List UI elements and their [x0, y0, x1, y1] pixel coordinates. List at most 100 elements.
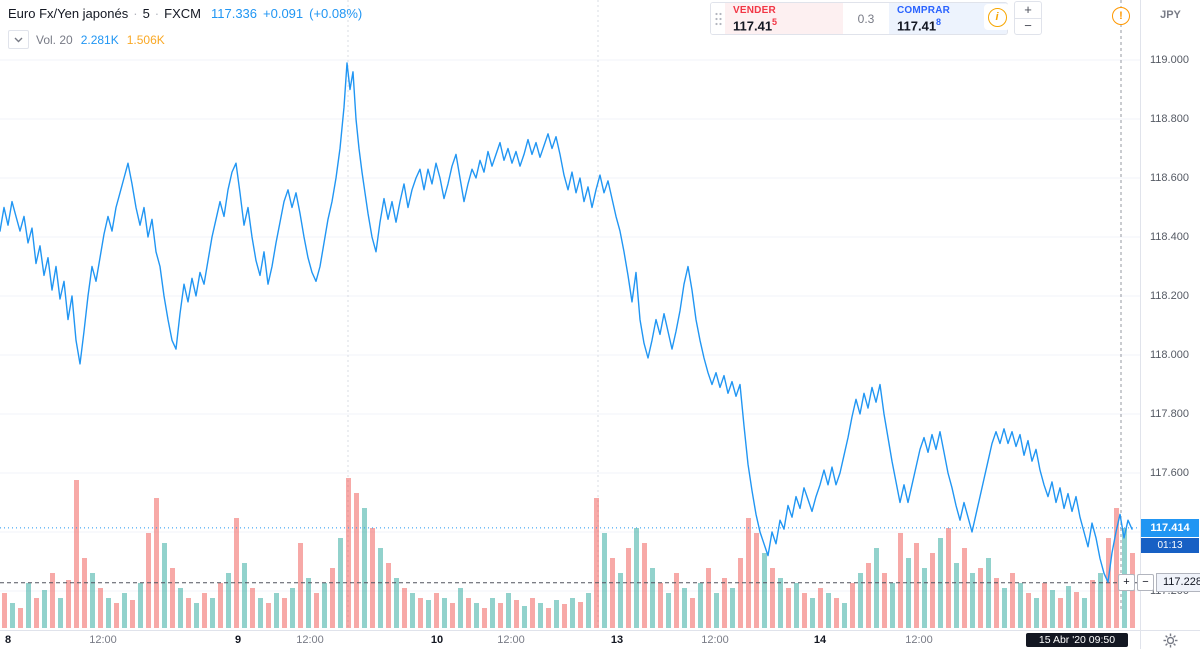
volume-bar [202, 593, 207, 628]
price-scale-label: 118.400 [1150, 231, 1189, 243]
volume-bar [346, 478, 351, 628]
price-change-percent: (+0.08%) [309, 6, 363, 21]
separator-dot: · [154, 6, 160, 21]
volume-bar [746, 518, 751, 628]
volume-bar [674, 573, 679, 628]
volume-bar [658, 583, 663, 628]
volume-bar [98, 588, 103, 628]
volume-bar [466, 598, 471, 628]
volume-bar [538, 603, 543, 628]
volume-bar [2, 593, 7, 628]
volume-bar [954, 563, 959, 628]
volume-bar [1074, 592, 1079, 628]
price-line-series [0, 62, 1133, 583]
increase-button[interactable]: + [1024, 1, 1032, 17]
time-axis[interactable]: 8 12:00 9 12:00 10 12:00 13 12:00 14 12:00 15 Abr… [0, 630, 1140, 649]
warning-icon[interactable]: ! [1112, 7, 1130, 25]
price-scale-label: 117.600 [1150, 467, 1189, 479]
volume-bar [410, 593, 415, 628]
volume-bar [306, 578, 311, 628]
interval-label[interactable]: 5 [142, 6, 150, 21]
volume-bar [506, 593, 511, 628]
price-chart-canvas[interactable] [0, 0, 1140, 630]
price-change-value: +0.091 [263, 6, 304, 21]
volume-bar [354, 493, 359, 628]
volume-bar [738, 558, 743, 628]
time-axis-label: 12:00 [89, 634, 117, 646]
symbol-title[interactable]: Euro Fx/Yen japonés [8, 6, 129, 21]
volume-bar [1026, 593, 1031, 628]
volume-bar [1002, 588, 1007, 628]
add-alert-button[interactable]: + [1118, 573, 1135, 591]
info-icon: i [987, 7, 1007, 27]
volume-bar [610, 558, 615, 628]
volume-bar [338, 538, 343, 628]
volume-bar [362, 508, 367, 628]
drag-handle[interactable] [711, 3, 725, 34]
spread-value: 0.3 [843, 3, 889, 34]
drag-dots-icon [714, 12, 722, 25]
sell-price: 117.415 [733, 16, 778, 34]
volume-bar [66, 580, 71, 628]
volume-bar [618, 573, 623, 628]
volume-bar [34, 598, 39, 628]
volume-bar [74, 480, 79, 628]
legend-collapse-button[interactable] [8, 30, 29, 49]
volume-bar [522, 606, 527, 628]
sell-button[interactable]: VENDER 117.415 [725, 3, 843, 34]
volume-value: 2.281K [80, 32, 119, 47]
price-scale-label: 118.200 [1150, 290, 1189, 302]
volume-bar [50, 573, 55, 628]
volume-bar [106, 598, 111, 628]
time-axis-label: 14 [813, 634, 827, 646]
volume-bar [594, 498, 599, 628]
volume-bar [842, 603, 847, 628]
volume-bar [138, 583, 143, 628]
volume-bar [26, 583, 31, 628]
volume-bar [690, 598, 695, 628]
volume-bar [1010, 573, 1015, 628]
volume-bar [514, 600, 519, 628]
price-scale-label: 117.800 [1150, 408, 1189, 420]
volume-indicator-label[interactable]: Vol. 20 [36, 32, 73, 47]
volume-bar [394, 578, 399, 628]
decrease-button[interactable]: − [1024, 18, 1032, 34]
volume-bar [330, 568, 335, 628]
volume-bar [682, 588, 687, 628]
volume-bar [834, 598, 839, 628]
time-axis-label: 12:00 [701, 634, 729, 646]
volume-bar [1042, 583, 1047, 628]
volume-bar [442, 598, 447, 628]
volume-bar [194, 603, 199, 628]
time-axis-label: 12:00 [497, 634, 525, 646]
time-axis-label: 13 [610, 634, 624, 646]
volume-bar [298, 543, 303, 628]
remove-alert-button[interactable]: − [1137, 573, 1154, 591]
volume-bar [434, 593, 439, 628]
volume-bar [882, 573, 887, 628]
quantity-stepper: + − [1014, 1, 1042, 35]
divider [1015, 17, 1041, 19]
time-axis-label: 8 [4, 634, 12, 646]
volume-bar [210, 598, 215, 628]
order-panel: VENDER 117.415 0.3 COMPRAR 117.418 [710, 2, 1008, 35]
volume-bar [986, 558, 991, 628]
buy-label: COMPRAR [897, 4, 951, 16]
volume-bar [906, 558, 911, 628]
volume-bar [730, 588, 735, 628]
volume-bar [866, 563, 871, 628]
volume-bar [874, 548, 879, 628]
volume-bar [754, 533, 759, 628]
volume-bar [762, 553, 767, 628]
volume-bar [250, 588, 255, 628]
info-button[interactable]: i [984, 4, 1010, 30]
volume-bar [786, 588, 791, 628]
volume-bar [426, 600, 431, 628]
volume-bar [498, 603, 503, 628]
volume-bar [642, 543, 647, 628]
volume-bar [82, 558, 87, 628]
settings-gear-icon[interactable] [1163, 633, 1178, 648]
currency-label: JPY [1160, 9, 1181, 21]
volume-bar [962, 548, 967, 628]
bar-countdown-badge: 01:13 [1141, 537, 1199, 553]
